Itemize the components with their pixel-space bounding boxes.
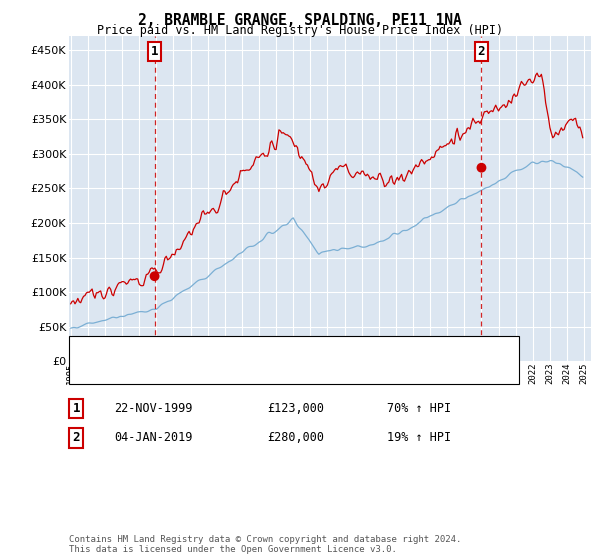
Text: 1: 1	[151, 45, 158, 58]
Text: 70% ↑ HPI: 70% ↑ HPI	[387, 402, 451, 416]
Text: 19% ↑ HPI: 19% ↑ HPI	[387, 431, 451, 445]
Text: 2, BRAMBLE GRANGE, SPALDING, PE11 1NA: 2, BRAMBLE GRANGE, SPALDING, PE11 1NA	[138, 13, 462, 28]
Text: 2: 2	[478, 45, 485, 58]
Text: Contains HM Land Registry data © Crown copyright and database right 2024.
This d: Contains HM Land Registry data © Crown c…	[69, 535, 461, 554]
Text: Price paid vs. HM Land Registry's House Price Index (HPI): Price paid vs. HM Land Registry's House …	[97, 24, 503, 37]
Text: HPI: Average price, detached house, South Holland: HPI: Average price, detached house, Sout…	[114, 368, 420, 378]
Text: ────: ────	[78, 344, 105, 354]
Point	[476, 163, 486, 172]
Text: 2: 2	[73, 431, 80, 445]
Point	[150, 272, 160, 281]
Text: 22-NOV-1999: 22-NOV-1999	[114, 402, 193, 416]
Text: 1: 1	[73, 402, 80, 416]
Text: £123,000: £123,000	[267, 402, 324, 416]
Text: £280,000: £280,000	[267, 431, 324, 445]
Text: 2, BRAMBLE GRANGE, SPALDING, PE11 1NA (detached house): 2, BRAMBLE GRANGE, SPALDING, PE11 1NA (d…	[114, 344, 452, 354]
Text: ────: ────	[78, 368, 105, 378]
Text: 04-JAN-2019: 04-JAN-2019	[114, 431, 193, 445]
